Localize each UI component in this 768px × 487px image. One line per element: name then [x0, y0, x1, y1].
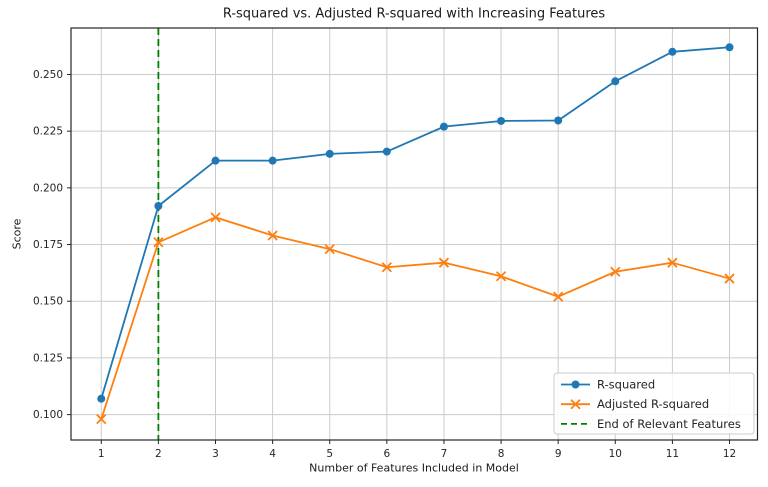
marker-adjusted-r-squared	[210, 212, 221, 223]
marker-adjusted-r-squared	[610, 266, 621, 277]
x-tick-label: 5	[326, 448, 333, 460]
marker-adjusted-r-squared	[381, 262, 392, 273]
marker-adjusted-r-squared	[724, 273, 735, 284]
marker-r-squared	[268, 156, 277, 165]
y-tick-label: 0.150	[33, 296, 63, 308]
legend-label: R-squared	[597, 378, 655, 392]
x-tick-label: 6	[383, 448, 390, 460]
legend-label: Adjusted R-squared	[597, 397, 709, 411]
marker-r-squared	[382, 147, 391, 156]
x-tick-label: 8	[498, 448, 505, 460]
y-tick-label: 0.175	[33, 239, 63, 251]
x-tick-label: 11	[666, 448, 679, 460]
legend-box	[553, 372, 755, 435]
y-tick-label: 0.200	[33, 182, 63, 194]
legend-sample-marker	[571, 380, 580, 389]
y-tick-label: 0.250	[33, 69, 63, 81]
x-tick-label: 12	[723, 448, 736, 460]
marker-adjusted-r-squared	[553, 291, 564, 302]
legend-sample-marker	[570, 399, 581, 410]
y-tick-label: 0.225	[33, 126, 63, 138]
marker-r-squared	[611, 77, 620, 86]
x-axis-label: Number of Features Included in Model	[309, 461, 519, 475]
y-tick-label: 0.125	[33, 352, 63, 364]
x-tick-label: 3	[212, 448, 219, 460]
x-tick-label: 10	[609, 448, 622, 460]
marker-r-squared	[439, 122, 448, 131]
marker-adjusted-r-squared	[438, 257, 450, 268]
marker-adjusted-r-squared	[96, 414, 107, 425]
marker-adjusted-r-squared	[324, 243, 335, 255]
marker-r-squared	[725, 43, 734, 52]
plot-border	[70, 27, 759, 441]
x-tick-label: 4	[269, 448, 276, 460]
x-tick-label: 1	[98, 448, 105, 460]
marker-r-squared	[668, 47, 677, 56]
x-tick-label: 2	[155, 448, 162, 460]
y-axis-label: Score	[10, 218, 24, 250]
y-tick-label: 0.100	[33, 409, 63, 421]
marker-r-squared	[154, 201, 163, 210]
legend-label: End of Relevant Features	[597, 417, 741, 431]
x-tick-label: 9	[555, 448, 562, 460]
marker-r-squared	[211, 156, 220, 165]
marker-adjusted-r-squared	[267, 230, 278, 241]
marker-adjusted-r-squared	[667, 257, 678, 268]
marker-r-squared	[554, 116, 563, 125]
marker-adjusted-r-squared	[153, 237, 164, 248]
marker-r-squared	[497, 116, 506, 125]
series-line-r-squared	[100, 46, 730, 399]
chart-title: R-squared vs. Adjusted R-squared with In…	[222, 6, 606, 22]
marker-r-squared	[325, 149, 334, 158]
marker-adjusted-r-squared	[495, 271, 507, 282]
marker-r-squared	[97, 394, 106, 403]
x-tick-label: 7	[441, 448, 448, 460]
series-line-adjusted-r-squared	[100, 216, 730, 420]
